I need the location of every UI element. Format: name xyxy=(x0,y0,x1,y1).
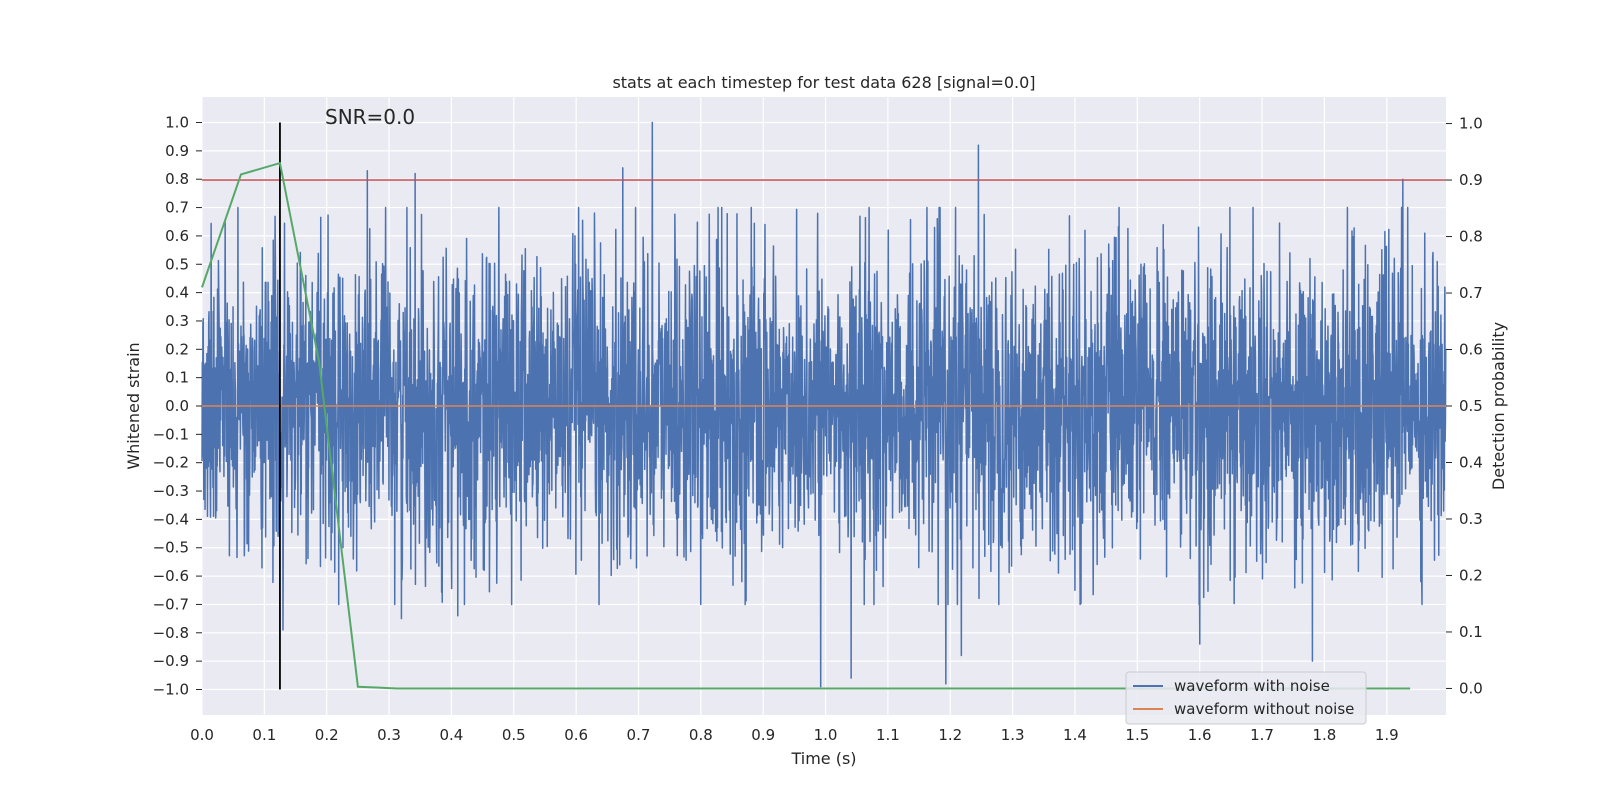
y2-tick-label: 0.2 xyxy=(1459,566,1483,584)
x-tick-label: 0.8 xyxy=(689,726,713,744)
series-line-waveform-with-noise xyxy=(201,121,1447,688)
y-tick-label: −0.4 xyxy=(153,510,189,528)
x-tick-label: 0.7 xyxy=(627,726,651,744)
chart-title: stats at each timestep for test data 628… xyxy=(612,73,1035,92)
y-tick-label: 0.2 xyxy=(165,340,189,358)
legend: waveform with noise waveform without noi… xyxy=(1125,671,1367,725)
y-tick-label: 0.5 xyxy=(165,255,189,273)
x-tick-label: 0.0 xyxy=(190,726,214,744)
x-tick-label: 1.3 xyxy=(1001,726,1025,744)
y-axis-label: Whitened strain xyxy=(124,342,143,469)
series-waveform-with-noise xyxy=(201,121,1447,688)
y2-tick-label: 0.9 xyxy=(1459,171,1483,189)
y-tick-label: 0.7 xyxy=(165,199,189,217)
x-tick-label: 1.6 xyxy=(1188,726,1212,744)
snr-annotation: SNR=0.0 xyxy=(325,105,415,129)
x-tick-label: 0.6 xyxy=(564,726,588,744)
y-tick-label: 0.4 xyxy=(165,284,189,302)
series-detection-probability xyxy=(201,161,1411,690)
y-tick-label: −0.1 xyxy=(153,425,189,443)
series-line-detection-probability xyxy=(201,161,1411,690)
x-tick-label: 1.8 xyxy=(1312,726,1336,744)
x-tick-label: 1.2 xyxy=(938,726,962,744)
y-tick-label: 0.6 xyxy=(165,227,189,245)
y2-tick-label: 0.1 xyxy=(1459,623,1483,641)
y-tick-label: −0.2 xyxy=(153,454,189,472)
x-axis-label: Time (s) xyxy=(790,749,856,768)
x-tick-label: 1.4 xyxy=(1063,726,1087,744)
legend-label-noise: waveform with noise xyxy=(1174,677,1330,695)
x-tick-label: 0.4 xyxy=(439,726,463,744)
y2-tick-label: 0.7 xyxy=(1459,284,1483,302)
y2-tick-label: 1.0 xyxy=(1459,115,1483,133)
x-tick-label: 0.2 xyxy=(315,726,339,744)
y-tick-label: −0.9 xyxy=(153,652,189,670)
y2-tick-label: 0.5 xyxy=(1459,397,1483,415)
x-tick-label: 1.9 xyxy=(1375,726,1399,744)
y-tick-label: 0.0 xyxy=(165,397,189,415)
y2-tick-label: 0.0 xyxy=(1459,679,1483,697)
y2-axis-label: Detection probability xyxy=(1489,322,1508,490)
y2-tick-label: 0.3 xyxy=(1459,510,1483,528)
x-tick-label: 0.3 xyxy=(377,726,401,744)
y-tick-label: −0.8 xyxy=(153,624,189,642)
y-tick-label: 0.9 xyxy=(165,142,189,160)
y2-tick-label: 0.6 xyxy=(1459,341,1483,359)
y-tick-label: −0.7 xyxy=(153,595,189,613)
y-tick-label: −0.3 xyxy=(153,482,189,500)
y-tick-label: −1.0 xyxy=(153,680,189,698)
x-tick-label: 1.1 xyxy=(876,726,900,744)
x-tick-label: 1.0 xyxy=(814,726,838,744)
y-tick-label: 0.3 xyxy=(165,312,189,330)
x-tick-label: 0.9 xyxy=(751,726,775,744)
y-tick-label: 0.8 xyxy=(165,170,189,188)
y2-tick-label: 0.4 xyxy=(1459,453,1483,471)
x-tick-label: 0.5 xyxy=(502,726,526,744)
legend-box xyxy=(1125,671,1367,725)
y-tick-label: −0.5 xyxy=(153,539,189,557)
x-tick-label: 1.7 xyxy=(1250,726,1274,744)
ticks: 0.0 0.1 0.2 0.3 0.4 0.5 0.6 0.7 0.8 0.9 1.0 1.1 1.2 1… xyxy=(153,114,1483,744)
y-tick-label: −0.6 xyxy=(153,567,189,585)
y-tick-label: 1.0 xyxy=(165,114,189,132)
x-tick-label: 1.5 xyxy=(1125,726,1149,744)
x-tick-label: 0.1 xyxy=(252,726,276,744)
legend-label-clean: waveform without noise xyxy=(1174,700,1354,718)
y2-tick-label: 0.8 xyxy=(1459,228,1483,246)
y-tick-label: 0.1 xyxy=(165,369,189,387)
